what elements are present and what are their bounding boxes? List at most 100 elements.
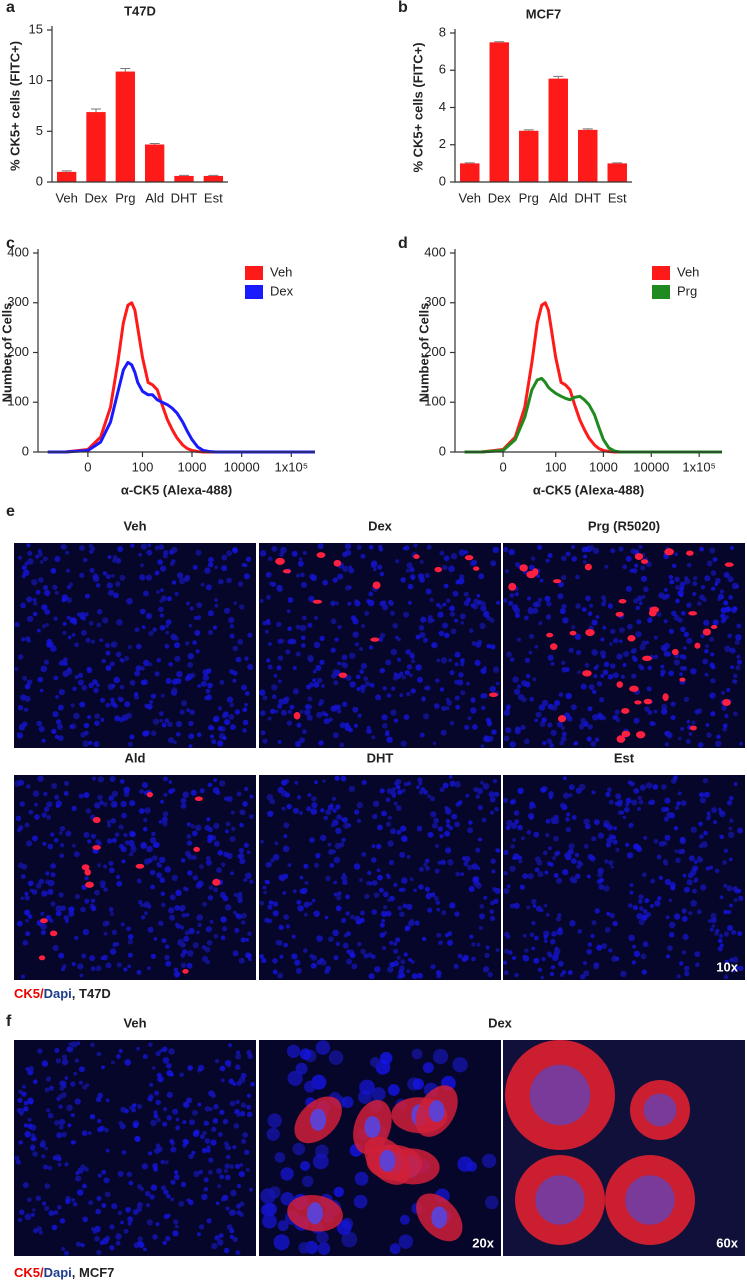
nucleus (590, 934, 595, 939)
nucleus (719, 895, 724, 900)
nucleus (120, 779, 125, 784)
nucleus (605, 842, 612, 848)
nucleus (507, 950, 513, 955)
nucleus (285, 649, 291, 655)
nucleus (661, 703, 668, 711)
nucleus (341, 1231, 358, 1248)
nucleus (583, 843, 589, 849)
nucleus (140, 543, 147, 550)
nucleus (124, 1108, 129, 1114)
nucleus (548, 791, 555, 797)
nucleus (218, 780, 226, 787)
nucleus (371, 735, 376, 740)
nucleus (717, 946, 723, 952)
legend-label: Veh (677, 264, 699, 279)
nucleus (47, 888, 54, 896)
nucleus (368, 645, 374, 650)
nucleus (489, 915, 496, 922)
nucleus (485, 1195, 499, 1210)
ck5-cell (488, 692, 498, 698)
nucleus (711, 586, 716, 591)
nucleus (512, 838, 516, 842)
nucleus (239, 1212, 244, 1217)
nucleus (694, 951, 701, 957)
nucleus (379, 632, 386, 639)
nucleus (57, 735, 64, 742)
nucleus (166, 1063, 172, 1069)
nucleus (267, 556, 273, 561)
nucleus (333, 880, 338, 885)
nucleus (148, 630, 154, 637)
nucleus (614, 709, 620, 715)
nucleus (669, 579, 675, 585)
nucleus (677, 736, 682, 741)
nucleus (198, 1224, 205, 1230)
nucleus (447, 931, 453, 936)
nucleus (417, 972, 423, 979)
nucleus (494, 887, 501, 895)
panel-label: d (398, 235, 408, 252)
error-bar (91, 108, 101, 113)
nucleus (105, 650, 111, 656)
nucleus (81, 1130, 88, 1137)
nucleus (162, 1107, 168, 1112)
nucleus (546, 951, 552, 957)
nucleus (214, 603, 219, 608)
nucleus (173, 967, 179, 973)
nucleus (144, 1190, 151, 1197)
nucleus (495, 681, 500, 686)
nucleus (460, 662, 465, 667)
nucleus (711, 924, 716, 928)
nucleus (490, 810, 494, 815)
nucleus (425, 893, 432, 900)
nucleus (503, 709, 511, 716)
nucleus (113, 676, 121, 684)
nucleus (107, 555, 112, 559)
nucleus (449, 902, 456, 909)
nucleus (123, 833, 128, 838)
nucleus (118, 1048, 123, 1054)
nucleus (686, 637, 693, 644)
nucleus (676, 974, 681, 979)
x-tick-label: Est (608, 190, 627, 205)
nucleus (366, 599, 371, 604)
nucleus (514, 562, 521, 568)
nucleus (368, 544, 374, 550)
nucleus (606, 824, 613, 831)
nucleus (300, 572, 305, 578)
nucleus (242, 719, 249, 726)
nucleus (139, 574, 146, 581)
nucleus (534, 718, 539, 723)
nucleus (71, 632, 76, 637)
nucleus (472, 876, 479, 883)
nucleus (228, 1078, 235, 1085)
nucleus (403, 782, 409, 787)
nucleus (554, 947, 561, 955)
nucleus (712, 820, 718, 825)
nucleus (204, 1106, 211, 1112)
nucleus (67, 1123, 72, 1128)
nucleus (219, 1174, 224, 1180)
nucleus (513, 810, 520, 816)
nucleus (726, 885, 733, 892)
nucleus (576, 864, 581, 869)
nucleus (440, 657, 448, 664)
nucleus (674, 552, 678, 556)
nucleus (422, 637, 429, 643)
nucleus (354, 600, 361, 607)
nucleus (336, 895, 342, 901)
nucleus (222, 736, 227, 741)
nucleus (90, 966, 96, 971)
nucleus (480, 744, 485, 748)
nucleus (161, 938, 167, 944)
error-bar (494, 41, 505, 43)
nucleus (729, 818, 734, 823)
nucleus (311, 955, 317, 961)
nucleus (207, 1169, 213, 1175)
nucleus (235, 1163, 241, 1170)
nucleus (261, 957, 267, 964)
nucleus (84, 876, 89, 881)
nucleus (403, 952, 408, 957)
nucleus (565, 817, 570, 822)
